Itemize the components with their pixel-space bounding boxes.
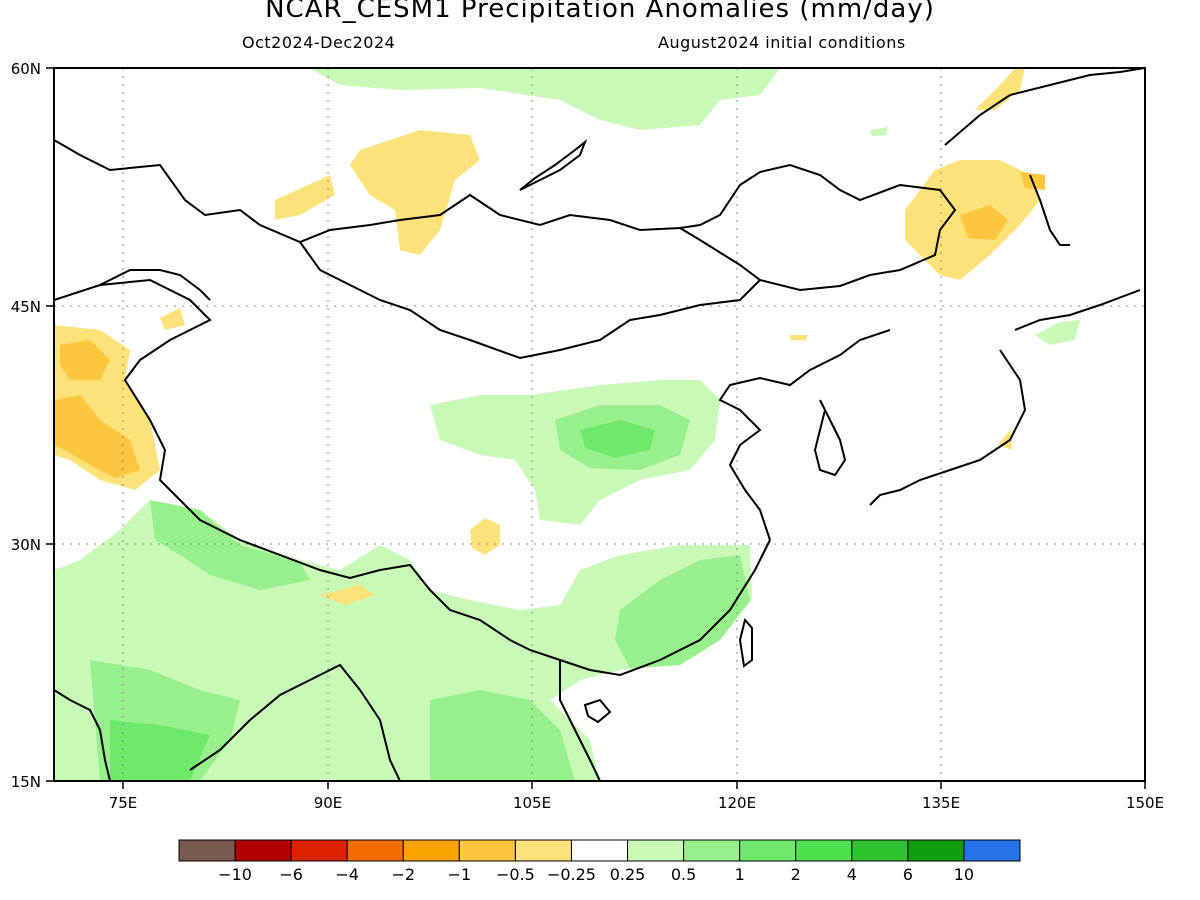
coastlines-and-borders: [54, 68, 1145, 781]
chart-title: NCAR_CESM1 Precipitation Anomalies (mm/d…: [265, 0, 935, 24]
colorbar-label: 0.5: [671, 865, 696, 884]
colorbar-label: −6: [279, 865, 303, 884]
wet-anomaly-south-china: [615, 555, 750, 668]
colorbar-swatch: [178, 839, 236, 862]
initial-conditions: August2024 initial conditions: [658, 33, 906, 52]
dry-anomaly-core-central-asia-north: [60, 340, 110, 380]
dry-anomaly-altai: [275, 175, 335, 220]
dry-anomaly-sichuan: [470, 518, 500, 555]
colorbar-label: −2: [391, 865, 415, 884]
korea-coast: [813, 399, 847, 477]
map-frame: [53, 67, 1146, 782]
colorbar-swatch: [627, 839, 685, 862]
colorbar-label: 4: [847, 865, 857, 884]
wet-anomaly-himalaya: [150, 500, 310, 590]
dry-anomaly-tibet-east: [320, 585, 375, 605]
colorbar-swatch: [963, 839, 1021, 862]
colorbar-swatch: [907, 839, 965, 862]
indochina-coast: [559, 660, 601, 781]
colorbar-label: −1: [448, 865, 472, 884]
wet-anomaly-indochina: [430, 690, 575, 781]
colorbar-swatch: [570, 839, 629, 862]
lon-label-75e: 75E: [109, 794, 138, 812]
colorbar-labels: −10 −6 −4 −2 −1 −0.5 −0.25 0.25 0.5 1 2 4 6 10: [218, 865, 974, 884]
colorbar-swatch: [683, 839, 741, 862]
kamchatka-okhotsk-coast: [944, 68, 1145, 146]
dry-anomaly-okhotsk-coast: [975, 68, 1025, 110]
colorbar-label: 0.25: [610, 865, 646, 884]
lon-label-120e: 120E: [718, 794, 756, 812]
lake-baikal: [519, 138, 588, 191]
lat-label-15n: 15N: [11, 773, 41, 791]
russia-china-border: [54, 139, 957, 292]
colorbar-swatch: [514, 839, 572, 862]
dry-anomaly-yellow-sea: [790, 335, 808, 340]
wet-anomaly-core-china: [580, 420, 655, 458]
colorbar-swatch: [346, 839, 404, 862]
forecast-period: Oct2024-Dec2024: [242, 33, 396, 52]
china-east-coast: [718, 329, 891, 541]
sakhalin: [1029, 174, 1070, 246]
wet-anomaly-south-india: [110, 720, 210, 781]
colorbar-swatch: [402, 839, 460, 862]
colorbar-swatch: [290, 839, 348, 862]
japan-hokkaido: [1014, 289, 1141, 331]
bay-of-bengal-coast: [189, 663, 401, 781]
china-mongolia-border: [299, 241, 761, 360]
dry-anomaly-core-central-asia: [54, 395, 140, 478]
dry-anomaly-core-far-east: [960, 205, 1008, 240]
colorbar-label: −4: [335, 865, 359, 884]
colorbar-label: −0.25: [547, 865, 596, 884]
china-west-border: [54, 278, 771, 677]
lat-label-45n: 45N: [11, 298, 41, 316]
india-coast: [54, 689, 111, 781]
wet-anomaly-hokkaido: [1035, 320, 1080, 345]
wet-anomaly-north: [310, 68, 780, 130]
lon-label-150e: 150E: [1126, 794, 1164, 812]
hainan: [583, 698, 612, 724]
colorbar-swatch: [795, 839, 853, 862]
colorbar-label: 6: [903, 865, 913, 884]
colorbar-label: 2: [791, 865, 801, 884]
axis-ticks: [46, 67, 1146, 789]
lon-label-90e: 90E: [314, 794, 343, 812]
colorbar-swatch: [739, 839, 797, 862]
lon-label-105e: 105E: [513, 794, 551, 812]
colorbar-label: −10: [218, 865, 252, 884]
colorbar: [178, 839, 1021, 862]
lon-label-135e: 135E: [922, 794, 960, 812]
taiwan: [738, 617, 753, 668]
lat-label-30n: 30N: [11, 536, 41, 554]
dry-anomaly-mongolia: [350, 130, 480, 255]
colorbar-label: 10: [954, 865, 974, 884]
colorbar-swatch: [851, 839, 909, 862]
japan-honshu: [869, 349, 1027, 506]
colorbar-swatch: [234, 839, 292, 862]
dry-anomaly-kazakhstan: [160, 308, 185, 330]
colorbar-swatch: [458, 839, 516, 862]
graticule: [54, 68, 1145, 781]
kazakhstan-north: [99, 269, 211, 301]
colorbar-label: 1: [735, 865, 745, 884]
wet-anomaly-sakhalin-sea: [870, 127, 888, 136]
anomaly-shading: [54, 68, 1080, 781]
lat-label-60n: 60N: [11, 60, 41, 78]
colorbar-label: −0.5: [496, 865, 535, 884]
